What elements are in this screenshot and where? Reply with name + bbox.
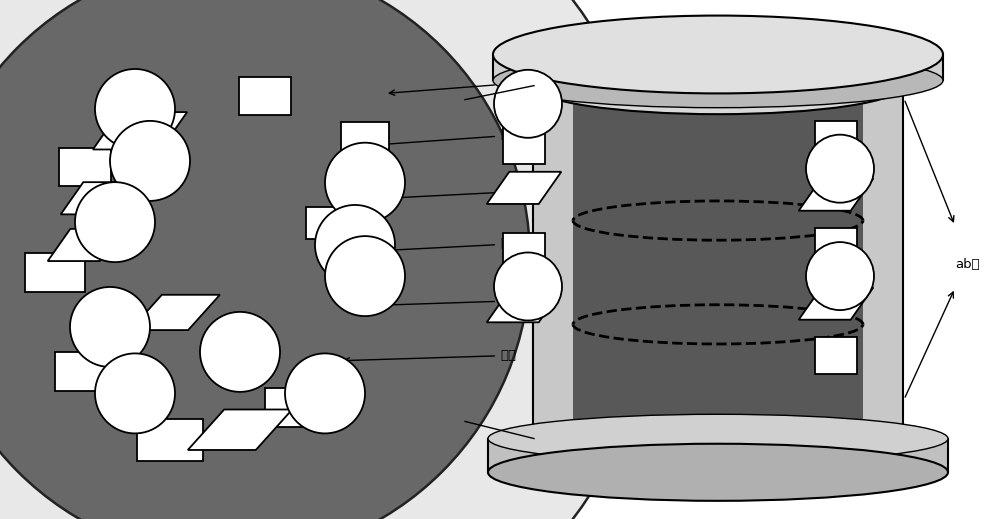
Ellipse shape: [493, 16, 943, 93]
Bar: [25, 253, 85, 292]
Bar: [815, 228, 857, 265]
Circle shape: [325, 236, 405, 316]
Bar: [503, 233, 545, 270]
Circle shape: [806, 242, 874, 310]
Circle shape: [806, 134, 874, 203]
Text: 空气: 空气: [344, 349, 516, 363]
Polygon shape: [799, 288, 873, 320]
Text: 黄铁矿: 黄铁矿: [364, 237, 524, 254]
Circle shape: [95, 69, 175, 149]
Bar: [59, 148, 111, 186]
Polygon shape: [130, 295, 220, 330]
Circle shape: [0, 0, 530, 519]
Ellipse shape: [573, 64, 863, 107]
Circle shape: [70, 287, 150, 367]
Polygon shape: [487, 172, 561, 204]
Ellipse shape: [488, 444, 948, 501]
Text: ab胶: ab胶: [955, 258, 980, 271]
Bar: [815, 337, 857, 374]
Bar: [306, 207, 344, 239]
Circle shape: [110, 121, 190, 201]
Circle shape: [325, 143, 405, 223]
Ellipse shape: [533, 410, 903, 467]
Circle shape: [315, 205, 395, 285]
Bar: [239, 77, 291, 115]
Polygon shape: [61, 182, 135, 214]
Circle shape: [75, 182, 155, 262]
Polygon shape: [48, 229, 122, 261]
Text: 碳酸盐岩: 碳酸盐岩: [374, 128, 532, 147]
Polygon shape: [488, 439, 948, 472]
Text: 石英: 石英: [359, 185, 516, 202]
Circle shape: [95, 353, 175, 433]
Bar: [137, 419, 203, 461]
Text: 聚酰亚胺管: 聚酰亚胺管: [389, 76, 540, 95]
Bar: [55, 352, 115, 391]
Polygon shape: [493, 54, 943, 80]
Bar: [265, 388, 325, 427]
Circle shape: [494, 252, 562, 321]
Circle shape: [494, 70, 562, 138]
Bar: [503, 127, 545, 164]
Polygon shape: [188, 409, 292, 450]
Bar: [341, 122, 389, 160]
Polygon shape: [93, 112, 187, 149]
Text: 页岩: 页岩: [354, 294, 516, 308]
Ellipse shape: [488, 414, 948, 463]
Polygon shape: [573, 86, 863, 439]
Ellipse shape: [573, 417, 863, 460]
Circle shape: [200, 312, 280, 392]
Bar: [815, 121, 857, 159]
Ellipse shape: [493, 53, 943, 108]
Polygon shape: [799, 179, 873, 211]
Circle shape: [285, 353, 365, 433]
Polygon shape: [487, 290, 561, 322]
Ellipse shape: [533, 57, 903, 114]
Polygon shape: [533, 86, 903, 439]
Circle shape: [0, 0, 660, 519]
